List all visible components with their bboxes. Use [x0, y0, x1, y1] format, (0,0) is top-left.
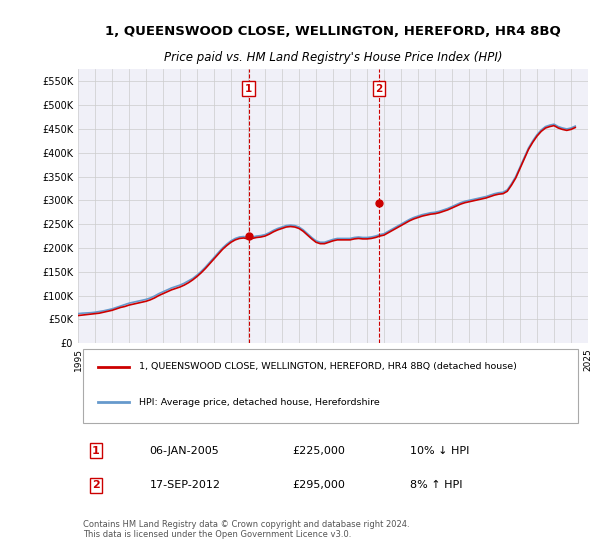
Text: Contains HM Land Registry data © Crown copyright and database right 2024.
This d: Contains HM Land Registry data © Crown c… [83, 520, 410, 539]
Text: 1, QUEENSWOOD CLOSE, WELLINGTON, HEREFORD, HR4 8BQ: 1, QUEENSWOOD CLOSE, WELLINGTON, HEREFOR… [105, 25, 561, 38]
Text: 1, QUEENSWOOD CLOSE, WELLINGTON, HEREFORD, HR4 8BQ (detached house): 1, QUEENSWOOD CLOSE, WELLINGTON, HEREFOR… [139, 362, 517, 371]
Text: Price paid vs. HM Land Registry's House Price Index (HPI): Price paid vs. HM Land Registry's House … [164, 51, 502, 64]
Text: 17-SEP-2012: 17-SEP-2012 [149, 480, 220, 491]
Text: 1: 1 [92, 446, 100, 455]
Text: HPI: Average price, detached house, Herefordshire: HPI: Average price, detached house, Here… [139, 398, 380, 407]
Text: 8% ↑ HPI: 8% ↑ HPI [409, 480, 462, 491]
Text: £225,000: £225,000 [292, 446, 345, 455]
Text: 10% ↓ HPI: 10% ↓ HPI [409, 446, 469, 455]
Text: £295,000: £295,000 [292, 480, 345, 491]
Text: 1: 1 [245, 83, 252, 94]
FancyBboxPatch shape [83, 349, 578, 423]
Text: 2: 2 [92, 480, 100, 491]
Text: 2: 2 [376, 83, 383, 94]
Text: 06-JAN-2005: 06-JAN-2005 [149, 446, 219, 455]
